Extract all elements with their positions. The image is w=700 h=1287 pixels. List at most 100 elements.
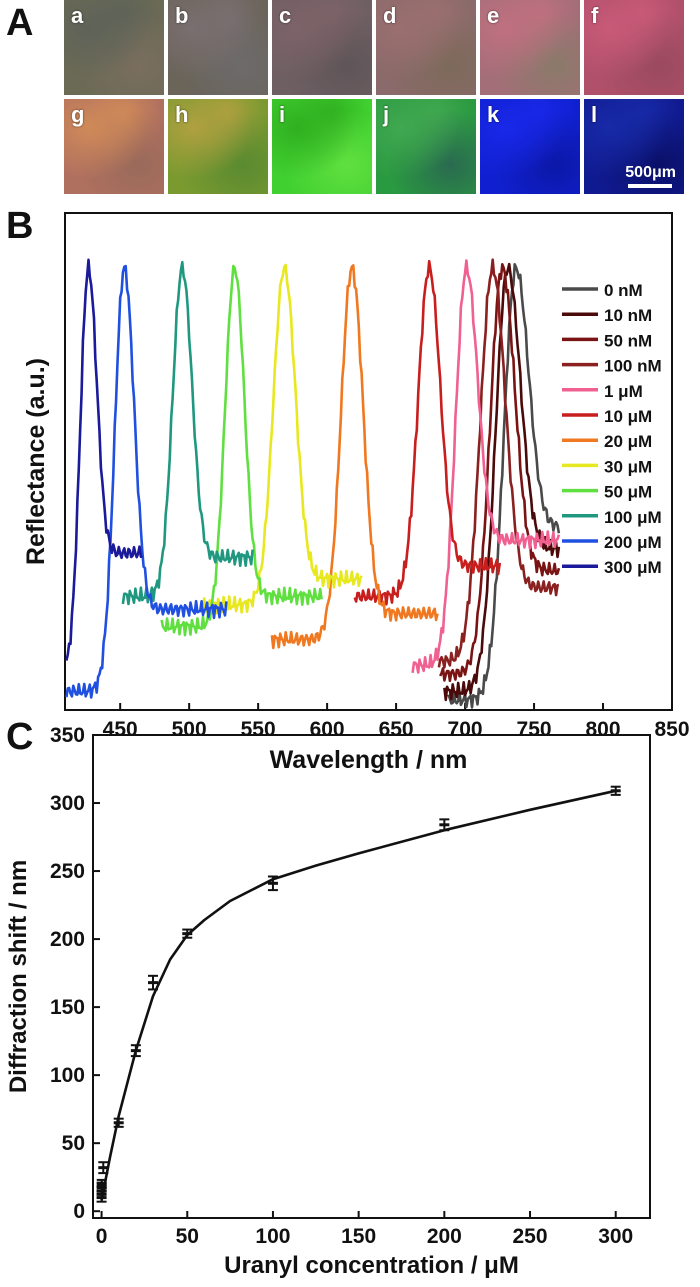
series-line-7 [201, 263, 363, 615]
x-tick-label: 50 [176, 1225, 199, 1248]
legend-label: 50 μM [604, 483, 652, 502]
legend-label: 1 μM [604, 382, 643, 401]
x-tick-label: 700 [448, 718, 483, 741]
y-tick-label: 200 [50, 928, 85, 951]
photo-tile-j: j [376, 99, 476, 194]
photo-tile-letter: f [591, 3, 599, 28]
plot-frame [92, 734, 651, 1219]
x-tick-label: 150 [341, 1225, 376, 1248]
photo-tile-letter: c [279, 3, 292, 28]
y-tick-label: 300 [50, 792, 85, 815]
scale-bar-line [628, 184, 672, 188]
legend-label: 100 μM [604, 508, 662, 527]
series-line-3 [437, 258, 560, 669]
x-tick-label: 550 [241, 718, 276, 741]
photo-tile-k: k [480, 99, 580, 194]
photo-tile-letter: e [487, 3, 500, 28]
y-axis-label: Reflectance (a.u.) [22, 358, 50, 565]
legend: 0 nM 10 nM 50 nM 100 nM 1 μM 10 μM 20 μM 30 μM 5… [562, 281, 662, 577]
legend-label: 30 μM [604, 457, 652, 476]
x-tick-label: 600 [310, 718, 345, 741]
legend-label: 10 nM [604, 306, 652, 325]
photo-tile-letter: j [383, 102, 390, 127]
x-tick-label: 200 [427, 1225, 462, 1248]
series-line-8 [160, 264, 323, 637]
x-tick-label: 100 [255, 1225, 290, 1248]
series-line-2 [439, 263, 561, 683]
data-point [610, 785, 621, 796]
photo-tile-l: l 500μm [584, 99, 684, 194]
legend-label: 0 nM [604, 281, 643, 300]
photo-tile-g: g [64, 99, 164, 194]
photo-tile-i: i [272, 99, 372, 194]
data-point [96, 1185, 107, 1196]
x-tick-label: 450 [103, 718, 138, 741]
data-point [113, 1117, 124, 1128]
panel-label-c: C [6, 716, 34, 758]
x-tick-label: 800 [585, 718, 620, 741]
y-tick-label: 250 [50, 860, 85, 883]
photo-tile-c: c [272, 0, 372, 95]
series-line-5 [353, 259, 501, 606]
legend-label: 200 μM [604, 533, 662, 552]
data-point [439, 818, 450, 832]
photo-tile-h: h [168, 99, 268, 194]
panel-label-a: A [6, 2, 34, 44]
photo-tile-e: e [480, 0, 580, 95]
shift-plot: 0 50 100 150 200 250 300 0 50 100 150 200 250 300 350 U… [5, 724, 651, 1279]
photo-tile-b: b [168, 0, 268, 95]
data-point [147, 974, 158, 991]
x-tick-label: 0 [96, 1225, 108, 1248]
legend-label: 10 μM [604, 407, 652, 426]
legend-label: 50 nM [604, 331, 652, 350]
photo-tile-letter: i [279, 102, 286, 127]
y-tick-label: 100 [50, 1064, 85, 1087]
plot-frame [64, 212, 673, 711]
photo-tile-letter: a [71, 3, 84, 28]
data-point [267, 875, 278, 892]
series-line-11 [65, 258, 143, 661]
data-point [182, 928, 193, 939]
legend-label: 100 nM [604, 357, 662, 376]
x-axis-label: Uranyl concentration / μM [224, 1252, 519, 1279]
photo-grid: a b c d e f g h i j k l 500μm [64, 0, 688, 196]
photo-tile-letter: k [487, 102, 500, 127]
x-tick-label: 850 [654, 718, 689, 741]
photo-tile-letter: d [383, 3, 397, 28]
photo-tile-letter: b [175, 3, 189, 28]
photo-tile-letter: l [591, 102, 598, 127]
series-line-4 [411, 259, 561, 674]
series-line-10 [65, 264, 228, 699]
fit-curve [100, 789, 616, 1201]
spectra-plot: 450 500 550 600 650 700 750 800 850 Wavelength / … [22, 212, 690, 774]
scale-bar-label: 500μm [625, 164, 676, 181]
photo-tile-letter: g [71, 102, 85, 127]
y-axis-label: Diffraction shift / nm [5, 860, 32, 1093]
series-line-6 [270, 264, 439, 650]
legend-label: 20 μM [604, 432, 652, 451]
data-point [96, 1178, 107, 1190]
y-tick-label: 350 [50, 724, 85, 747]
series-line-9 [121, 260, 254, 606]
series-line-0 [447, 263, 561, 709]
data-point [96, 1192, 107, 1203]
x-axis-label: Wavelength / nm [270, 746, 468, 774]
x-tick-label: 750 [517, 718, 552, 741]
y-tick-label: 50 [62, 1132, 85, 1155]
legend-label: 300 μM [604, 558, 662, 577]
photo-tile-f: f [584, 0, 684, 95]
photo-tile-letter: h [175, 102, 189, 127]
data-point [130, 1044, 141, 1058]
y-tick-label: 150 [50, 996, 85, 1019]
data-point [96, 1181, 107, 1192]
panel-label-b: B [6, 205, 34, 247]
data-point [98, 1161, 109, 1175]
series-line-1 [443, 262, 561, 702]
x-tick-label: 500 [172, 718, 207, 741]
x-tick-label: 300 [598, 1225, 633, 1248]
x-tick-label: 650 [379, 718, 414, 741]
x-tick-label: 250 [513, 1225, 548, 1248]
y-tick-label: 0 [73, 1200, 85, 1223]
photo-tile-a: a [64, 0, 164, 95]
